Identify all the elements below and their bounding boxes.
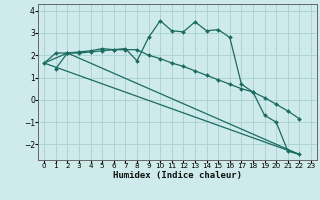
X-axis label: Humidex (Indice chaleur): Humidex (Indice chaleur): [113, 171, 242, 180]
